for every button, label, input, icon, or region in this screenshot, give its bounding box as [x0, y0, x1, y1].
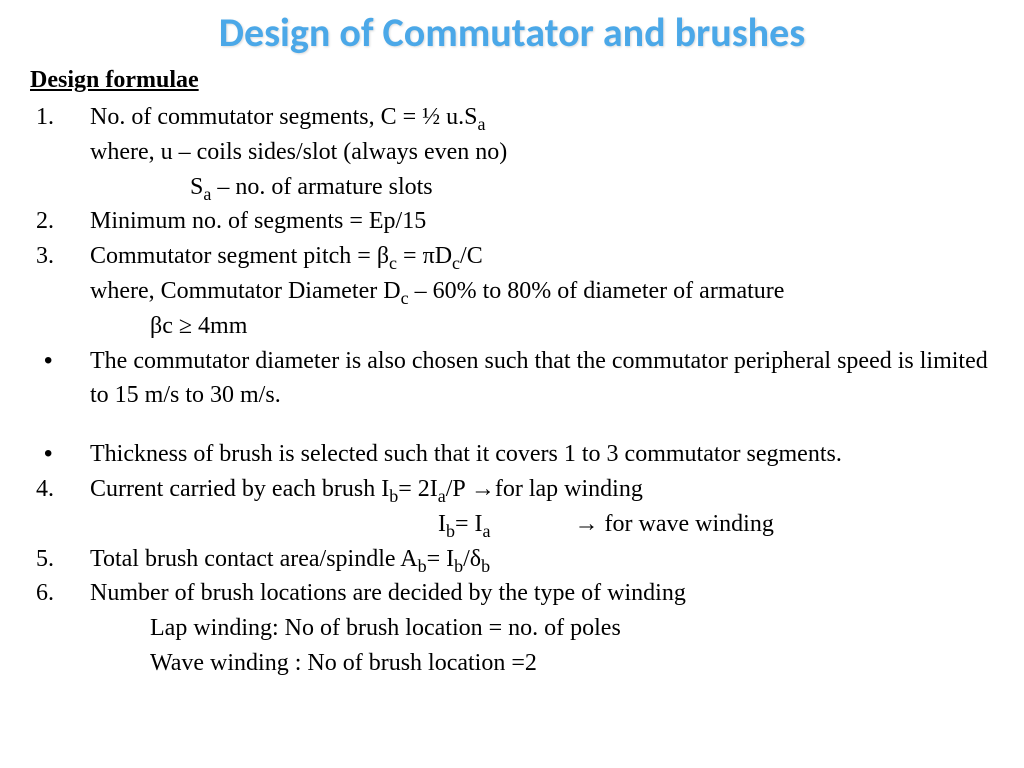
item-5: 5. Total brush contact area/spindle Ab= … — [30, 542, 994, 577]
item-number: 1. — [30, 100, 90, 135]
item-text: Total brush contact area/spindle Ab= Ib/… — [90, 542, 994, 577]
item-1-sa: Sa – no. of armature slots — [30, 170, 994, 205]
item-text: where, u – coils sides/slot (always even… — [90, 135, 994, 170]
item-number: 4. — [30, 472, 90, 507]
item-1: 1. No. of commutator segments, C = ½ u.S… — [30, 100, 994, 135]
bullet-icon: • — [30, 344, 90, 414]
slide-container: Design of Commutator and brushes Design … — [0, 0, 1024, 701]
item-6-wave: Wave winding : No of brush location =2 — [30, 646, 994, 681]
item-text: The commutator diameter is also chosen s… — [90, 344, 994, 414]
item-number: 3. — [30, 239, 90, 274]
item-text: where, Commutator Diameter Dc – 60% to 8… — [90, 274, 994, 309]
item-number: 6. — [30, 576, 90, 611]
item-4: 4. Current carried by each brush Ib= 2Ia… — [30, 472, 994, 507]
arrow-icon: → — [575, 510, 599, 537]
item-text: Wave winding : No of brush location =2 — [150, 646, 994, 681]
item-text: Number of brush locations are decided by… — [90, 576, 994, 611]
item-4-wave: Ib= Ia → for wave winding — [30, 507, 994, 542]
slide-title: Design of Commutator and brushes — [30, 8, 994, 57]
item-text: Minimum no. of segments = Ep/15 — [90, 204, 994, 239]
arrow-icon: → — [471, 475, 495, 502]
item-text: No. of commutator segments, C = ½ u.Sa — [90, 100, 994, 135]
item-6: 6. Number of brush locations are decided… — [30, 576, 994, 611]
item-2: 2. Minimum no. of segments = Ep/15 — [30, 204, 994, 239]
item-text: Sa – no. of armature slots — [190, 170, 994, 205]
item-text: Ib= Ia → for wave winding — [30, 507, 994, 542]
item-3-constraint: βc ≥ 4mm — [30, 309, 994, 344]
item-6-lap: Lap winding: No of brush location = no. … — [30, 611, 994, 646]
item-text: Lap winding: No of brush location = no. … — [150, 611, 994, 646]
bullet-2: • Thickness of brush is selected such th… — [30, 437, 994, 472]
item-text: βc ≥ 4mm — [150, 309, 994, 344]
bullet-icon: • — [30, 437, 90, 472]
item-1-where: where, u – coils sides/slot (always even… — [30, 135, 994, 170]
item-text: Commutator segment pitch = βc = πDc/C — [90, 239, 994, 274]
spacer — [30, 413, 994, 437]
item-text: Thickness of brush is selected such that… — [90, 437, 994, 472]
bullet-1: • The commutator diameter is also chosen… — [30, 344, 994, 414]
item-text: Current carried by each brush Ib= 2Ia/P … — [90, 472, 994, 507]
item-3: 3. Commutator segment pitch = βc = πDc/C — [30, 239, 994, 274]
item-3-where: where, Commutator Diameter Dc – 60% to 8… — [30, 274, 994, 309]
item-number: 5. — [30, 542, 90, 577]
section-heading: Design formulae — [30, 67, 994, 94]
item-number: 2. — [30, 204, 90, 239]
